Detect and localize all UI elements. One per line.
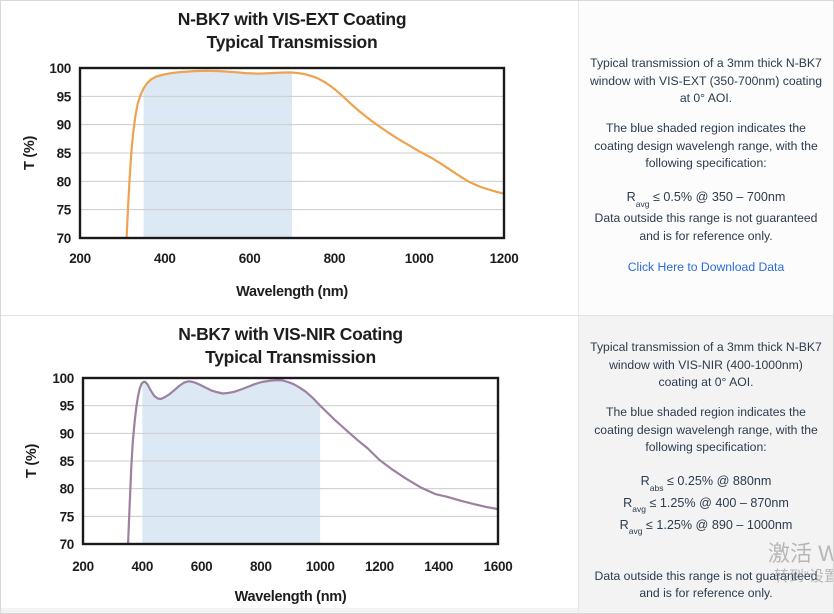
x-tick-label: 1400 <box>424 559 453 574</box>
disclaimer-text: Data outside this range is not guarantee… <box>594 210 818 243</box>
vis-nir-transmission-chart: N-BK7 with VIS-NIR Coating Typical Transm… <box>1 316 578 608</box>
coating-intro-text: Typical transmission of a 3mm thick N-BK… <box>589 56 823 106</box>
y-tick-label: 100 <box>52 371 74 386</box>
shaded-region-note: The blue shaded region indicates the coa… <box>594 405 818 455</box>
spec-line: Ravg ≤ 1.25% @ 890 – 1000nm <box>588 516 824 537</box>
y-tick-label: 75 <box>60 509 75 524</box>
y-tick-label: 100 <box>49 61 71 76</box>
vis-ext-chart-cell: N-BK7 with VIS-EXT Coating Typical Transm… <box>1 1 578 315</box>
plot-frame <box>78 66 506 240</box>
shaded-region-note: The blue shaded region indicates the coa… <box>594 121 818 171</box>
disclaimer-text: Data outside this range is not guarantee… <box>594 568 818 601</box>
transmission-curve <box>126 379 500 546</box>
spec-value: ≤ 0.5% @ 350 – 700nm <box>649 190 786 205</box>
spec-symbol: R <box>619 517 629 532</box>
y-tick-label: 80 <box>60 482 74 497</box>
y-tick-label: 90 <box>57 118 71 133</box>
y-tick-label: 95 <box>60 399 75 414</box>
x-tick-label: 800 <box>324 251 346 266</box>
vis-ext-description-panel: Typical transmission of a 3mm thick N-BK… <box>578 1 833 315</box>
x-axis-title: Wavelength (nm) <box>236 284 348 300</box>
transmission-curve <box>125 69 506 240</box>
design-region-shade <box>142 380 321 544</box>
y-tick-label: 75 <box>57 203 72 218</box>
download-data-link[interactable]: Click Here to Download Data <box>627 260 785 275</box>
spec-subscript: avg <box>632 504 646 515</box>
spec-value: ≤ 1.25% @ 400 – 870nm <box>645 495 789 510</box>
spec-line: Ravg ≤ 1.25% @ 400 – 870nm <box>588 494 824 515</box>
spec-symbol: R <box>623 495 633 510</box>
y-axis-title: T (%) <box>24 444 40 478</box>
spec-subscript: abs <box>649 482 664 493</box>
vis-ext-row: N-BK7 with VIS-EXT Coating Typical Transm… <box>1 1 833 315</box>
vis-nir-chart-cell: N-BK7 with VIS-NIR Coating Typical Transm… <box>1 316 578 613</box>
spec-value: ≤ 0.25% @ 880nm <box>663 474 772 489</box>
y-axis-title: T (%) <box>22 136 38 170</box>
x-tick-label: 1200 <box>365 559 394 574</box>
spec-list: Ravg ≤ 0.5% @ 350 – 700nm <box>588 188 824 209</box>
design-region-shade <box>143 70 292 238</box>
chart-title-line1: N-BK7 with VIS-NIR Coating <box>178 324 403 344</box>
coating-intro-text: Typical transmission of a 3mm thick N-BK… <box>590 340 822 390</box>
chart-title-line2: Typical Transmission <box>207 32 378 52</box>
vis-nir-row: N-BK7 with VIS-NIR Coating Typical Transm… <box>1 315 833 613</box>
x-axis-title: Wavelength (nm) <box>235 589 347 605</box>
chart-title-line2: Typical Transmission <box>205 347 376 367</box>
vis-nir-description-panel: Typical transmission of a 3mm thick N-BK… <box>578 316 833 613</box>
x-tick-label: 1000 <box>306 559 335 574</box>
spec-line: Ravg ≤ 0.5% @ 350 – 700nm <box>588 188 824 209</box>
chart-title-line1: N-BK7 with VIS-EXT Coating <box>178 9 406 29</box>
x-tick-label: 400 <box>131 559 153 574</box>
y-tick-label: 70 <box>60 537 74 552</box>
spec-symbol: R <box>626 190 636 205</box>
spec-subscript: avg <box>635 198 650 209</box>
x-tick-label: 200 <box>69 251 91 266</box>
x-tick-label: 1200 <box>490 251 519 266</box>
x-tick-label: 1000 <box>405 251 434 266</box>
y-tick-label: 90 <box>60 426 74 441</box>
spec-subscript: avg <box>628 526 643 537</box>
vis-ext-transmission-chart: N-BK7 with VIS-EXT Coating Typical Transm… <box>1 1 578 315</box>
x-tick-label: 800 <box>250 559 272 574</box>
y-tick-label: 85 <box>57 146 72 161</box>
x-tick-label: 400 <box>154 251 176 266</box>
x-tick-label: 600 <box>239 251 261 266</box>
x-tick-label: 1600 <box>484 559 513 574</box>
x-tick-label: 200 <box>72 559 94 574</box>
spec-value: ≤ 1.25% @ 890 – 1000nm <box>642 517 793 532</box>
y-tick-label: 95 <box>57 89 72 104</box>
y-tick-label: 85 <box>60 454 75 469</box>
y-tick-label: 80 <box>57 174 71 189</box>
spec-symbol: R <box>640 474 650 489</box>
spec-line: Rabs ≤ 0.25% @ 880nm <box>588 472 824 493</box>
plot-frame <box>81 376 500 546</box>
spec-list: Rabs ≤ 0.25% @ 880nm Ravg ≤ 1.25% @ 400 … <box>588 472 824 537</box>
y-tick-label: 70 <box>57 231 71 246</box>
x-tick-label: 600 <box>191 559 213 574</box>
